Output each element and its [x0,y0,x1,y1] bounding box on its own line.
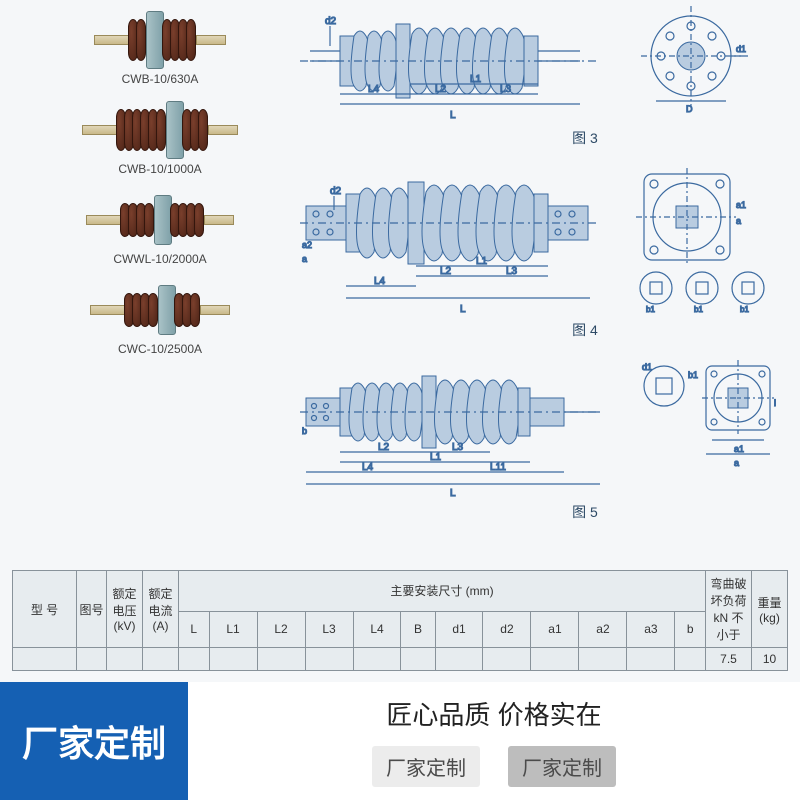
product-image [94,10,226,70]
svg-text:b1: b1 [646,305,655,314]
cell-bend-break: 7.5 [706,648,752,671]
banner-white-box: 匠心品质 价格实在 厂家定制 厂家定制 [188,682,800,800]
th-dim: d2 [483,611,531,647]
spec-table: 型 号 图号 额定电压(kV) 额定电流(A) 主要安装尺寸 (mm) 弯曲破坏… [12,570,788,671]
svg-text:L3: L3 [452,442,464,453]
svg-text:L2: L2 [378,442,390,453]
svg-text:d2: d2 [325,16,337,27]
figure-3-end-view: d1 D [636,6,756,116]
svg-text:a2: a2 [302,240,312,250]
th-dim: b [675,611,706,647]
th-dim: a2 [579,611,627,647]
page: CWB-10/630A CWB-10/1000A [0,0,800,800]
product-image [86,190,234,250]
svg-text:L: L [450,110,456,121]
product-label: CWB-10/630A [122,72,199,86]
svg-text:a: a [302,254,307,264]
th-rated-current: 额定电流(A) [143,571,179,648]
th-install-dims: 主要安装尺寸 (mm) [179,571,706,612]
th-dim: L3 [305,611,353,647]
svg-text:a1: a1 [736,200,746,210]
svg-text:d2: d2 [330,186,342,197]
th-dim: B [401,611,435,647]
svg-text:L11: L11 [490,462,506,473]
product-image [90,280,230,340]
th-dim: L4 [353,611,401,647]
th-weight: 重量(kg) [752,571,788,648]
banner: 厂家定制 匠心品质 价格实在 厂家定制 厂家定制 [0,682,800,800]
svg-text:L: L [460,304,466,315]
svg-text:d1: d1 [642,362,652,372]
svg-text:L3: L3 [500,84,512,95]
figure-5-label: 图 5 [390,502,780,522]
svg-text:L1: L1 [470,74,482,85]
figure-5-end-views: d1 b1 a1 a b [636,360,776,490]
figure-3-label: 图 3 [390,128,780,148]
svg-text:L2: L2 [435,84,447,95]
content: CWB-10/630A CWB-10/1000A [0,0,800,800]
svg-text:b1: b1 [694,305,703,314]
table-row: 7.5 10 [13,648,788,671]
product-label: CWWL-10/2000A [113,252,206,266]
th-dim: L2 [257,611,305,647]
th-rated-voltage: 额定电压(kV) [107,571,143,648]
svg-text:D: D [686,104,693,114]
th-bend-break: 弯曲破坏负荷 kN 不小于 [706,571,752,648]
svg-text:L3: L3 [506,266,518,277]
svg-text:L4: L4 [362,462,374,473]
svg-text:b: b [302,426,307,436]
svg-text:b1: b1 [740,305,749,314]
banner-slogan: 匠心品质 价格实在 [386,695,601,732]
banner-blue-box: 厂家定制 [0,682,188,800]
cell-weight: 10 [752,648,788,671]
figure-4-label: 图 4 [390,320,780,340]
product-item: CWB-10/630A [30,10,290,86]
svg-text:L: L [450,488,456,499]
svg-text:a: a [734,458,739,468]
figure-4-drawing: d2 [300,168,620,318]
th-dim: L [179,611,210,647]
svg-text:a: a [736,216,741,226]
product-item: CWB-10/1000A [30,100,290,176]
banner-tag: 厂家定制 [372,746,480,787]
banner-tags: 厂家定制 厂家定制 [372,746,616,787]
th-dim: L1 [209,611,257,647]
figure-4-end-views: a1 a b1 b1 b1 [636,168,776,318]
svg-text:b1: b1 [688,370,698,380]
svg-text:L1: L1 [476,256,488,267]
svg-text:L1: L1 [430,452,442,463]
figure-3: L L4 L2 L3 L1 d2 [300,6,780,148]
figure-3-drawing: L L4 L2 L3 L1 d2 [300,6,620,126]
svg-text:b: b [774,398,776,408]
th-fig-no: 图号 [77,571,107,648]
figure-4: d2 [300,168,780,340]
th-dim: a3 [627,611,675,647]
product-image [82,100,238,160]
product-label: CWC-10/2500A [118,342,202,356]
th-dim: a1 [531,611,579,647]
svg-text:L4: L4 [368,84,380,95]
svg-text:L4: L4 [374,276,386,287]
figure-5: b L2 L3 L1 L4 L11 L d1 b1 [300,360,780,522]
products-column: CWB-10/630A CWB-10/1000A [30,10,290,370]
th-dim: d1 [435,611,483,647]
th-model: 型 号 [13,571,77,648]
product-item: CWC-10/2500A [30,280,290,356]
svg-text:d1: d1 [736,44,746,54]
product-item: CWWL-10/2000A [30,190,290,266]
svg-text:a1: a1 [734,444,744,454]
figure-5-drawing: b L2 L3 L1 L4 L11 L [300,360,620,500]
product-label: CWB-10/1000A [118,162,201,176]
figures-column: L L4 L2 L3 L1 d2 [300,6,780,542]
svg-text:L2: L2 [440,266,452,277]
banner-tag: 厂家定制 [508,746,616,787]
